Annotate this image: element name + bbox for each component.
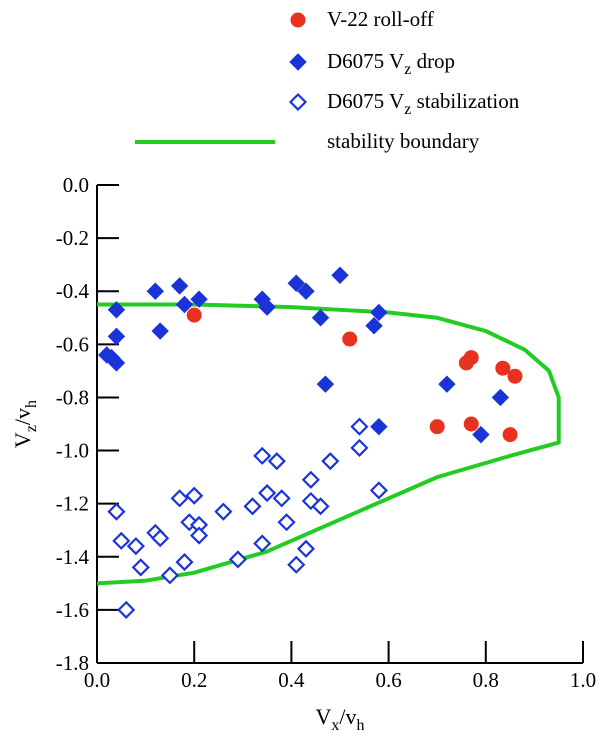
drop-point (297, 282, 315, 300)
y-axis-title: Vz/vh (10, 400, 40, 448)
stabilization-point (350, 417, 369, 436)
stabilization-point (311, 497, 330, 516)
drop-point (190, 290, 208, 308)
stabilization-point (190, 526, 209, 545)
drop-point (438, 375, 456, 393)
drop-point (472, 425, 490, 444)
drop-point (151, 322, 169, 340)
roll-off-point (186, 307, 202, 323)
drop-point (170, 277, 189, 295)
x-axis-title: Vx/vh (315, 704, 364, 734)
y-tick-label: -0.4 (56, 279, 90, 303)
roll-off-point (429, 419, 445, 435)
stabilization-point (253, 534, 272, 553)
drop-point (287, 274, 305, 292)
y-tick-label: -1.2 (56, 492, 89, 516)
stabilization-point (350, 438, 369, 457)
drop-point (175, 295, 194, 314)
drop-point (107, 354, 126, 372)
x-tick-label: 0.0 (84, 668, 110, 692)
roll-off-point (495, 360, 511, 376)
stabilization-point (117, 600, 136, 619)
y-tick-label: -1.4 (56, 545, 90, 569)
stabilization-point (160, 566, 179, 585)
stabilization-point (228, 550, 247, 569)
axes: 0.0-0.2-0.4-0.6-0.8-1.0-1.2-1.4-1.6-1.80… (10, 173, 596, 734)
data-points (98, 266, 523, 619)
stabilization-point (296, 539, 316, 558)
legend-label: V-22 roll-off (327, 7, 434, 31)
y-tick-label: -1.8 (56, 651, 89, 675)
stabilization-point (112, 531, 131, 550)
stabilization-point (301, 470, 320, 489)
legend-label: stability boundary (327, 129, 480, 153)
drop-point (370, 303, 388, 322)
y-tick-label: 0.0 (63, 173, 89, 197)
stabilization-point (107, 502, 126, 521)
stabilization-point (272, 489, 291, 508)
stabilization-point (253, 446, 272, 465)
stabilization-point (185, 486, 204, 505)
drop-point (331, 266, 349, 284)
stability-boundary-line (96, 302, 561, 586)
legend-roll-off-marker (290, 12, 306, 28)
legend-label: D6075 Vz drop (327, 49, 455, 78)
drop-point (316, 375, 335, 393)
drop-point (258, 298, 276, 316)
roll-off-point (502, 427, 518, 443)
drop-point (491, 388, 510, 407)
drop-point (146, 282, 165, 300)
x-tick-label: 0.8 (473, 668, 499, 692)
stabilization-point (267, 452, 286, 471)
stabilization-point (126, 537, 145, 556)
x-tick-label: 0.4 (278, 668, 305, 692)
stabilization-point (151, 529, 170, 548)
drop-point (311, 309, 330, 327)
stabilization-point (170, 489, 189, 508)
roll-off-point (507, 368, 523, 384)
stabilization-point (321, 452, 340, 471)
legend-stabilization-marker (288, 92, 308, 112)
legend: V-22 roll-off D6075 Vz drop D6075 Vz stabi… (135, 7, 520, 153)
y-tick-label: -1.6 (56, 598, 89, 622)
drop-point (365, 317, 383, 335)
legend-label: D6075 Vz stabilization (327, 89, 520, 118)
stabilization-point (180, 513, 199, 532)
stabilization-point (277, 513, 296, 532)
stabilization-point (131, 558, 150, 577)
stabilization-point (287, 555, 306, 574)
y-tick-label: -0.6 (56, 332, 89, 356)
y-tick-label: -0.8 (56, 385, 89, 409)
stabilization-point (214, 502, 233, 521)
x-tick-label: 0.6 (375, 668, 401, 692)
y-tick-label: -0.2 (56, 226, 89, 250)
legend-drop-marker (289, 53, 307, 71)
roll-off-point (342, 331, 358, 347)
stabilization-point (258, 483, 277, 503)
stabilization-point (175, 553, 194, 572)
drop-point (107, 327, 126, 346)
y-tick-label: -1.0 (56, 439, 89, 463)
stability-boundary (96, 302, 561, 586)
x-tick-label: 0.2 (181, 668, 207, 692)
drop-point (107, 301, 126, 319)
roll-off-point (463, 350, 479, 366)
drop-point (370, 417, 388, 436)
stabilization-point (243, 497, 262, 516)
x-tick-label: 1.0 (570, 668, 596, 692)
roll-off-point (463, 416, 479, 432)
stabilization-point (369, 481, 388, 500)
